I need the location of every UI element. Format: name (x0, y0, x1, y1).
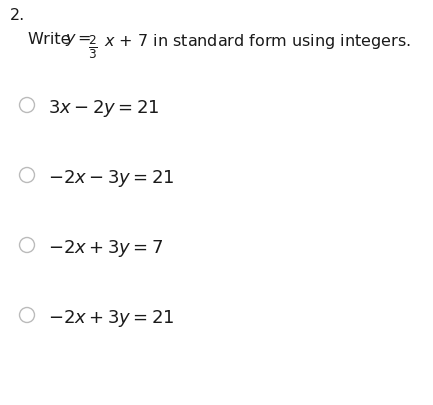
Text: $\frac{2}{3}$: $\frac{2}{3}$ (88, 33, 98, 60)
Text: 2.: 2. (10, 8, 25, 23)
Text: $-2x + 3y = 21$: $-2x + 3y = 21$ (48, 307, 174, 328)
Text: Write: Write (28, 32, 76, 47)
Text: $x$ + 7 in standard form using integers.: $x$ + 7 in standard form using integers. (104, 32, 411, 51)
Text: $-2x - 3y = 21$: $-2x - 3y = 21$ (48, 168, 174, 189)
Text: $-2x + 3y = 7$: $-2x + 3y = 7$ (48, 237, 164, 258)
Text: $3x - 2y = 21$: $3x - 2y = 21$ (48, 98, 160, 119)
Text: $y = $: $y = $ (65, 32, 92, 48)
